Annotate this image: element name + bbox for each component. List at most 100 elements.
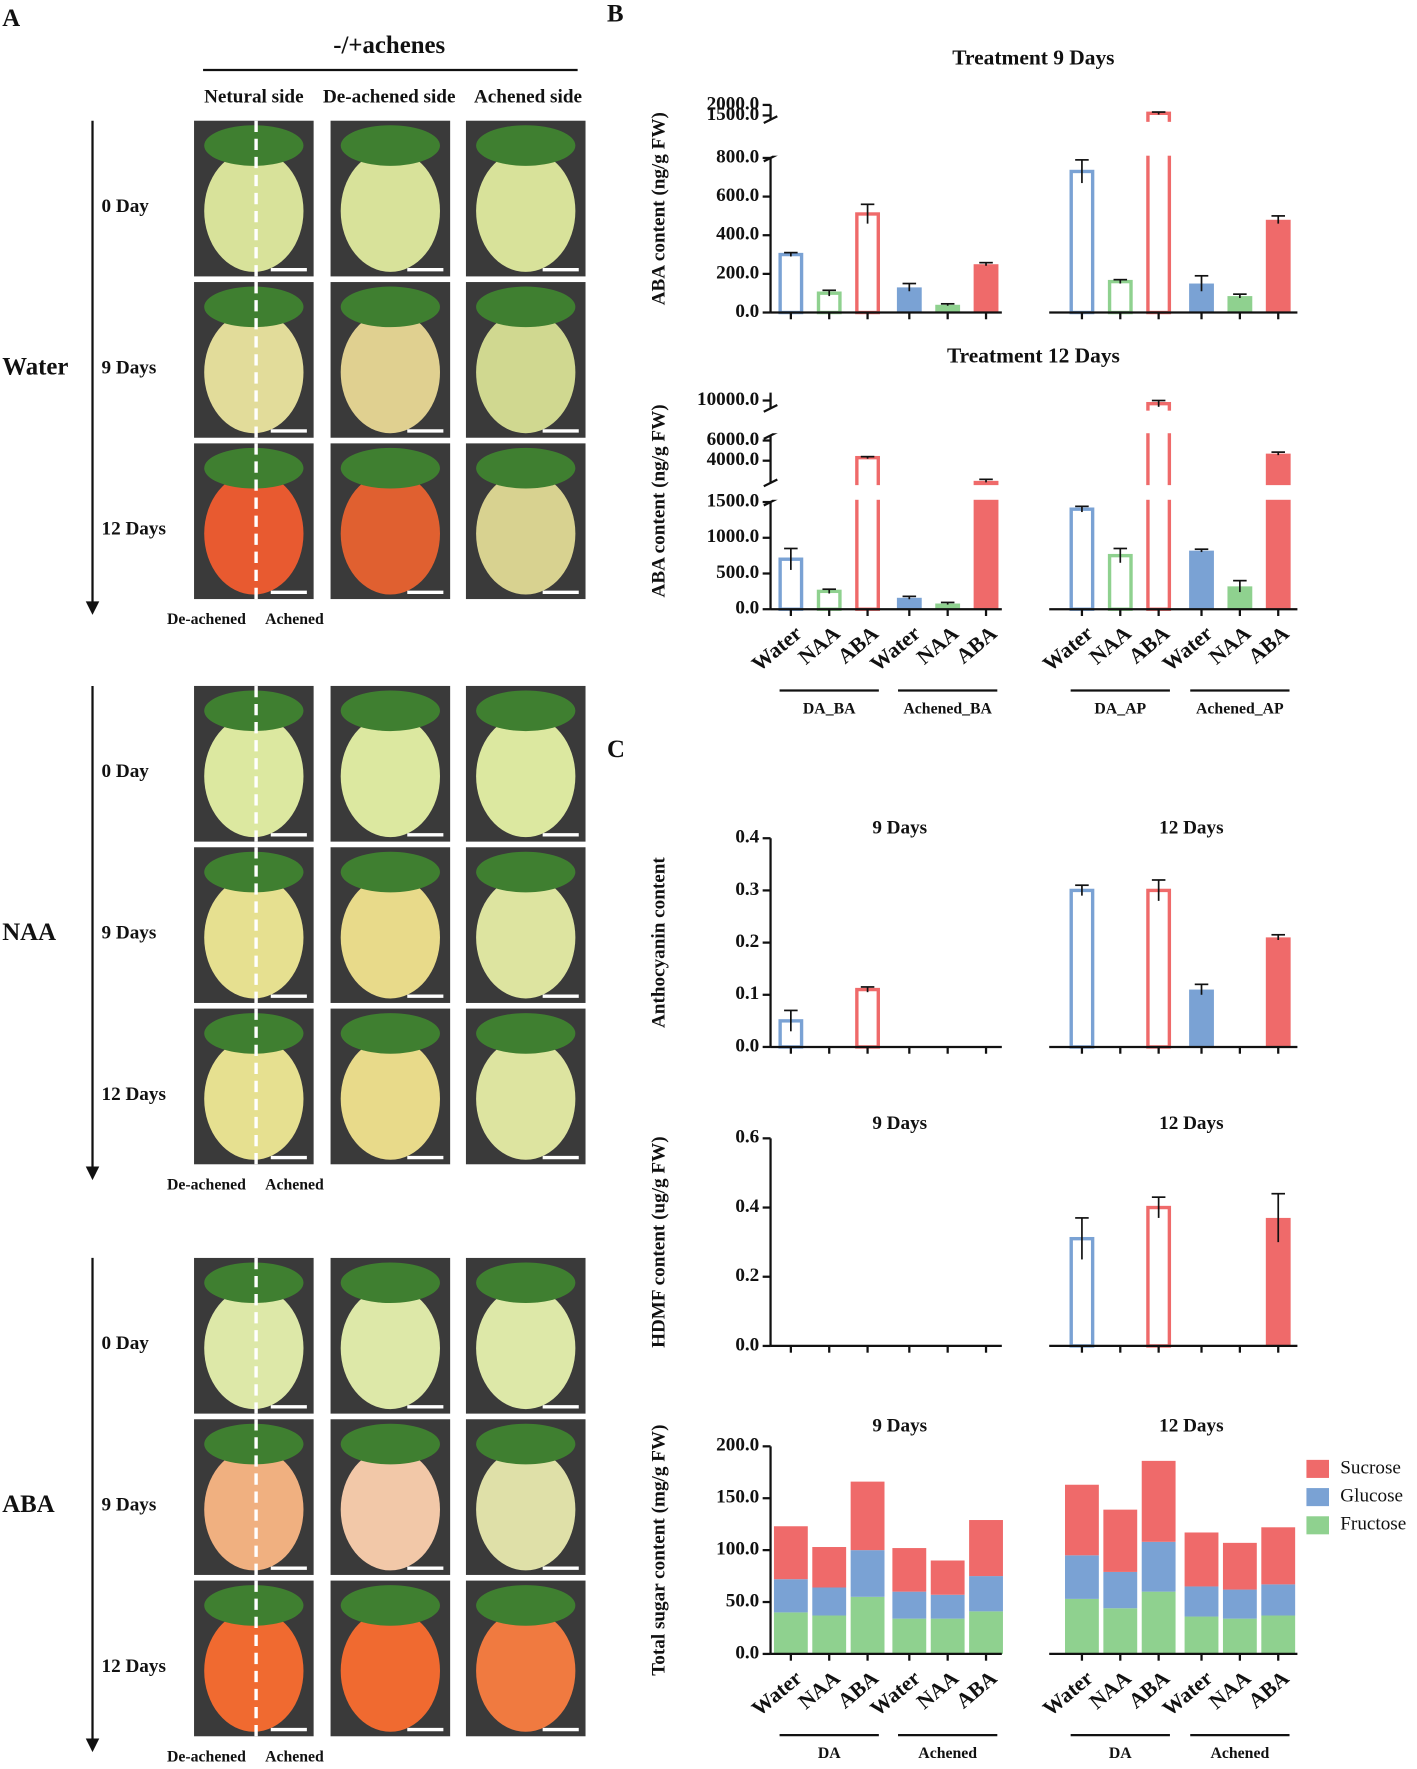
y-tick-label: 0.6 <box>735 1127 759 1148</box>
x-tick-label: ABA <box>951 1665 1001 1713</box>
bar <box>1227 296 1253 313</box>
chart-title: Treatment 12 Days <box>947 344 1120 368</box>
bar <box>855 455 880 611</box>
leaves <box>204 851 304 893</box>
row-label: 12 Days <box>102 1084 166 1105</box>
axis-break <box>763 478 778 488</box>
y-tick-label: 2000.0 <box>707 93 760 114</box>
fruit <box>340 1448 440 1571</box>
leaves <box>204 1585 304 1626</box>
leaves <box>340 447 440 489</box>
y-tick-label: 600.0 <box>716 185 759 206</box>
fruit <box>204 150 304 272</box>
row-label: 9 Days <box>102 1495 157 1516</box>
leaves <box>204 1262 304 1304</box>
bar <box>1189 989 1214 1047</box>
leaves <box>340 1585 440 1626</box>
row-label: 9 Days <box>102 357 157 378</box>
leaves <box>340 125 440 166</box>
bar <box>855 987 880 1049</box>
bar <box>1265 937 1291 1047</box>
bar-segment <box>812 1547 847 1588</box>
y-tick-label: 0.0 <box>735 598 759 619</box>
bar <box>1069 888 1095 1049</box>
y-tick-label: 100.0 <box>716 1539 759 1560</box>
bar-segment <box>1141 1460 1176 1542</box>
fruit <box>476 876 576 999</box>
break-gap <box>772 410 1300 434</box>
fruit <box>204 1287 304 1410</box>
fruit <box>340 150 440 272</box>
panel-label: B <box>607 1 624 28</box>
legend-label: Glucose <box>1340 1486 1403 1507</box>
bar-segment <box>1261 1584 1296 1616</box>
panel-label: A <box>2 5 20 32</box>
bar-segment <box>930 1594 965 1619</box>
panel-title: 9 Days <box>872 1113 927 1134</box>
bar <box>855 212 880 315</box>
bar-segment <box>1103 1509 1138 1572</box>
y-tick-label: 150.0 <box>716 1487 759 1508</box>
group-label: DA_AP <box>1094 700 1146 717</box>
bar-segment <box>1141 1541 1176 1592</box>
column-header: De-achened side <box>323 87 456 108</box>
bar-segment <box>892 1548 927 1592</box>
leaves <box>340 1423 440 1465</box>
bar <box>896 597 922 610</box>
y-tick-label: 200.0 <box>716 1435 759 1456</box>
bar-segment <box>1184 1616 1219 1654</box>
group-label: Achened <box>918 1745 977 1762</box>
fruit <box>204 472 304 595</box>
column-header: Achened side <box>474 87 582 108</box>
bar-segment <box>969 1520 1003 1577</box>
treatment-label: NAA <box>2 919 56 946</box>
x-tick-label: ABA <box>1244 1665 1294 1713</box>
row-label: 12 Days <box>102 519 166 540</box>
fruit <box>204 876 304 999</box>
y-tick-label: 0.1 <box>735 983 759 1004</box>
bar <box>1146 1205 1172 1348</box>
bar <box>1107 553 1133 611</box>
bar-segment <box>850 1550 885 1597</box>
leaves <box>476 1423 576 1465</box>
bar <box>973 264 999 313</box>
group-label: Achened_AP <box>1196 700 1284 717</box>
axis-break <box>763 115 778 124</box>
leaves <box>476 1013 576 1054</box>
fruit <box>476 150 576 272</box>
group-label: Achened_BA <box>903 700 992 717</box>
leaves <box>476 1262 576 1304</box>
bar-segment <box>1103 1608 1138 1654</box>
leaves <box>204 125 304 166</box>
bar <box>1069 507 1095 611</box>
y-tick-label: 0.0 <box>735 1334 759 1355</box>
y-axis-label: Anthocyanin content <box>648 857 669 1028</box>
fruit <box>204 1609 304 1732</box>
bar-segment <box>1184 1532 1219 1587</box>
arrow-head <box>85 1738 100 1753</box>
y-tick-label: 50.0 <box>726 1590 760 1611</box>
group-label: DA <box>818 1745 841 1762</box>
panel-label: C <box>607 736 625 763</box>
bar-segment <box>930 1560 965 1595</box>
bar-segment <box>1065 1555 1099 1599</box>
fruit <box>204 715 304 838</box>
fruit <box>340 1037 440 1160</box>
leaves <box>204 690 304 732</box>
leaves <box>476 1585 576 1626</box>
fruit <box>476 1037 576 1160</box>
leaves <box>340 690 440 732</box>
leaves <box>204 286 304 328</box>
fruit <box>204 311 304 434</box>
bar-segment <box>1065 1598 1099 1654</box>
legend-label: Sucrose <box>1340 1457 1401 1478</box>
treatment-label: Water <box>2 354 68 381</box>
fruit <box>340 1609 440 1732</box>
panel-header: -/+achenes <box>333 32 445 59</box>
y-tick-label: 500.0 <box>716 562 759 583</box>
bar-segment <box>850 1481 885 1551</box>
bar-segment <box>892 1591 927 1619</box>
y-tick-label: 800.0 <box>716 146 759 167</box>
column-header: Netural side <box>204 87 304 108</box>
